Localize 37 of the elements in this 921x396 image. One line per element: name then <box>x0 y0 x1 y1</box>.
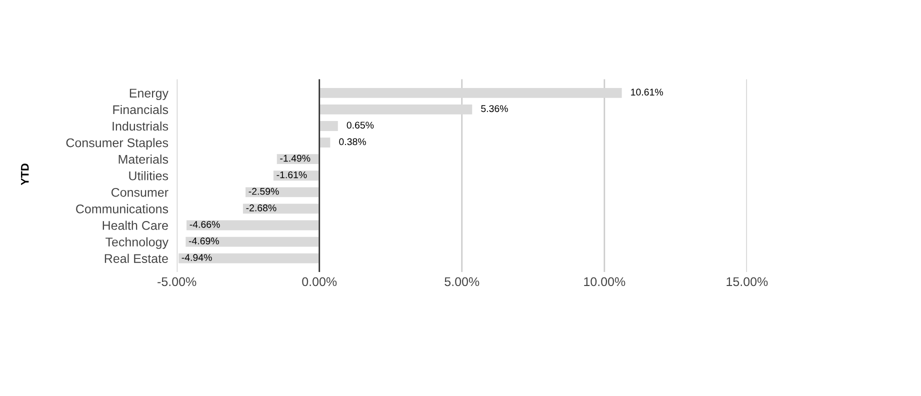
bar <box>186 220 320 230</box>
data-label: -1.49% <box>280 154 310 162</box>
bar <box>319 88 622 98</box>
y-tick-label: Consumer Staples <box>66 138 168 150</box>
y-tick-label: Real Estate <box>104 254 168 263</box>
data-label: -2.59% <box>248 188 279 195</box>
x-tick-label: 0.00% <box>302 277 337 286</box>
y-tick-label: Industrials <box>112 121 168 131</box>
x-tick-label: 10.00% <box>584 277 626 286</box>
y-tick-label: Financials <box>113 104 168 114</box>
y-tick-label: Utilities <box>129 171 168 180</box>
bar <box>319 121 338 131</box>
bar <box>242 204 320 214</box>
data-label: -4.66% <box>190 220 220 228</box>
bar <box>319 104 472 114</box>
y-tick-label: Consumer <box>111 188 168 197</box>
y-tick-label: Communications <box>76 204 168 214</box>
x-tick-label: -5.00% <box>158 277 196 286</box>
data-label: 0.38% <box>339 138 366 146</box>
data-label: 5.36% <box>481 105 508 112</box>
x-tick-label: 15.00% <box>726 277 768 286</box>
data-label: 0.65% <box>346 122 374 129</box>
y-tick-label: Technology <box>106 237 168 249</box>
y-axis-title: YTD <box>21 164 29 186</box>
y-tick-label: Health Care <box>102 220 168 230</box>
data-label: -4.94% <box>182 254 212 261</box>
y-tick-label: Materials <box>118 154 168 164</box>
y-tick-label: Energy <box>130 88 168 100</box>
data-label: -2.68% <box>246 204 276 212</box>
x-tick-label: 5.00% <box>444 277 480 286</box>
data-label: -1.61% <box>276 171 307 178</box>
bar <box>319 138 330 148</box>
bar <box>178 253 320 264</box>
bar <box>246 187 320 198</box>
data-label: -4.69% <box>188 238 219 244</box>
bar <box>186 236 320 247</box>
data-label: 10.61% <box>631 88 663 96</box>
